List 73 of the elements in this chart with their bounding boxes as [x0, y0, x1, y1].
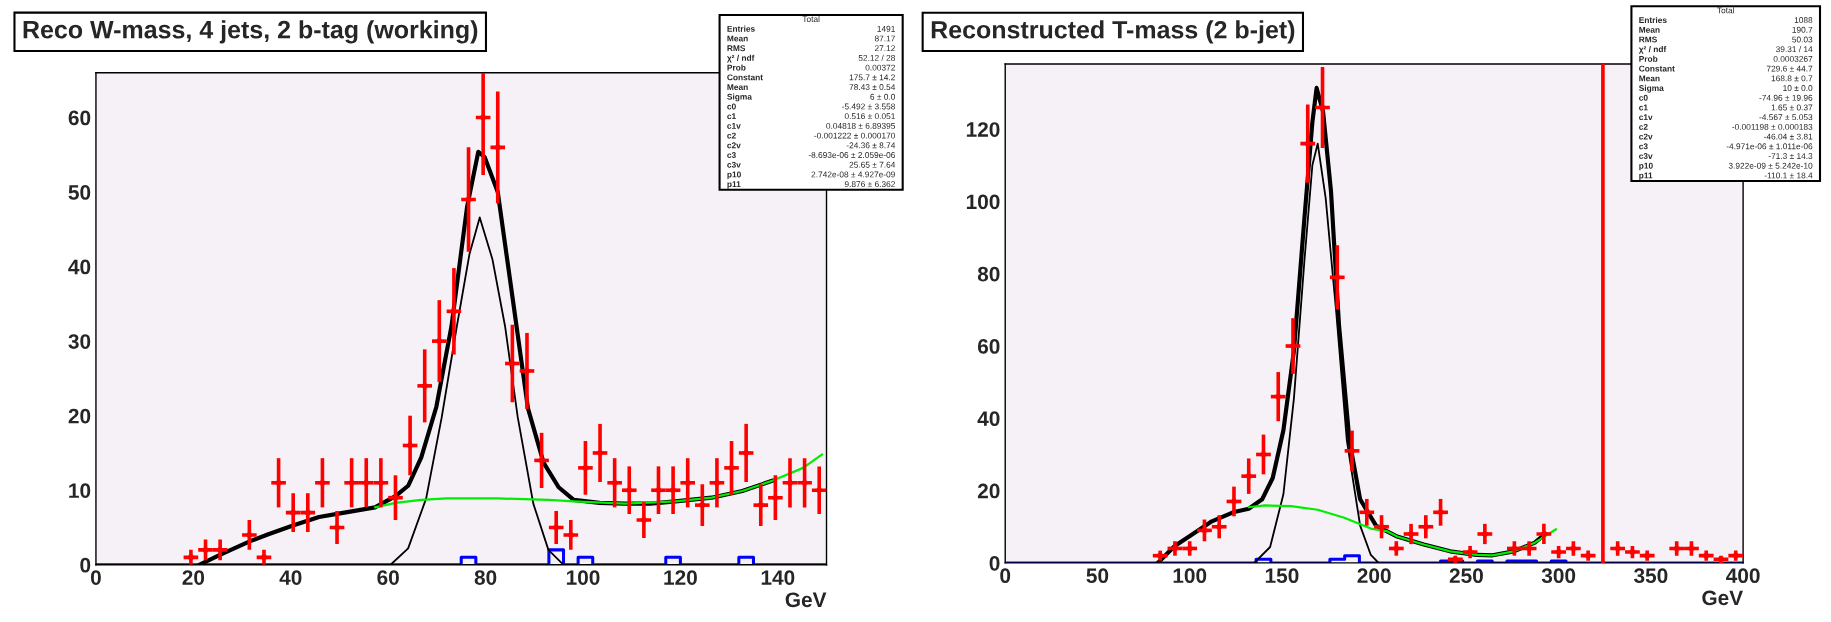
text: Entries 1491: [727, 25, 895, 32]
x-axis-title: GeV: [785, 592, 827, 608]
x-tick-label: 400: [1726, 568, 1760, 584]
x-tick-label: 250: [1449, 568, 1483, 584]
y-tick-label: 40: [977, 411, 1000, 427]
text: Constant 175.7 ± 14.2: [727, 74, 895, 81]
x-tick-label: 80: [474, 570, 497, 585]
y-tick-label: 80: [977, 266, 1000, 282]
y-tick-label: 10: [69, 483, 91, 498]
x-tick-label: 60: [377, 570, 399, 585]
y-tick-label: 50: [68, 185, 91, 200]
x-tick-label: 140: [761, 570, 795, 585]
text: c3v 25.65 ± 7.64: [727, 161, 896, 168]
y-tick-label: 100: [966, 194, 1000, 210]
x-tick-label: 0: [1000, 568, 1011, 584]
text: c1v -4.567 ± 5.053: [1639, 114, 1813, 121]
x-tick-label: 0: [90, 570, 101, 585]
x-tick-label: 200: [1357, 568, 1391, 584]
text: Entries 1088: [1639, 16, 1813, 24]
y-tick-label: 40: [68, 259, 91, 275]
text: Mean 190.7: [1639, 26, 1813, 33]
text: c0 -74.96 ± 19.96: [1639, 94, 1813, 101]
y-tick-label: 0: [989, 555, 1000, 571]
y-tick-label: 20: [68, 408, 91, 424]
text: RMS 27.12: [727, 45, 895, 52]
x-tick-label: 120: [664, 570, 697, 585]
text: Total: [1717, 7, 1734, 14]
text: Total: [802, 15, 820, 23]
text: χ² / ndf 39.31 / 14: [1638, 46, 1813, 54]
y-tick-label: 20: [977, 483, 1000, 499]
x-tick-label: 40: [279, 570, 302, 585]
x-tick-label: 100: [1173, 568, 1207, 584]
text: Mean 78.43 ± 0.54: [727, 84, 896, 90]
x-tick-label: 20: [182, 570, 205, 585]
text: Sigma 6 ± 0.0: [727, 93, 896, 102]
y-tick-label: 0: [80, 557, 91, 573]
chart-title: Reconstructed T-mass (2 b-jet): [931, 20, 1295, 44]
text: p11 -110.1 ± 18.4: [1639, 172, 1813, 181]
text: c2v -46.04 ± 3.81: [1639, 133, 1813, 140]
text: p10 3.922e-09 ± 5.242e-10: [1639, 162, 1813, 171]
text: c1 0.516 ± 0.051: [727, 113, 895, 120]
x-tick-label: 350: [1633, 568, 1668, 584]
text: c3 -8.693e-06 ± 2.059e-06: [727, 152, 895, 158]
text: χ² / ndf 52.12 / 28: [726, 54, 895, 63]
text: Mean 87.17: [727, 35, 895, 42]
chart-title: Reco W-mass, 4 jets, 2 b-tag (working): [23, 20, 478, 44]
text: Prob 0.0003267: [1639, 55, 1813, 62]
text: Constant 729.6 ± 44.7: [1639, 65, 1813, 72]
text: Prob 0.00372: [727, 64, 895, 71]
y-tick-label: 30: [68, 334, 91, 349]
y-tick-label: 60: [977, 339, 1000, 354]
x-tick-label: 150: [1265, 568, 1299, 584]
line-series: [1247, 504, 1558, 557]
text: Mean 168.8 ± 0.7: [1639, 75, 1813, 82]
y-tick-label: 60: [68, 110, 91, 126]
text: c3v -71.3 ± 14.3: [1639, 153, 1813, 159]
text: c0 -5.492 ± 3.558: [727, 103, 895, 110]
y-tick-label: 120: [966, 122, 1000, 137]
text: c1 1.65 ± 0.37: [1639, 104, 1813, 111]
text: c1v 0.04818 ± 6.89395: [727, 122, 896, 129]
x-tick-label: 50: [1086, 568, 1109, 584]
x-tick-label: 300: [1541, 568, 1576, 584]
text: Sigma 10 ± 0.0: [1638, 84, 1813, 93]
x-axis-title: GeV: [1702, 590, 1743, 606]
text: c3 -4.971e-06 ± 1.011e-06: [1639, 143, 1813, 150]
text: c2 -0.001222 ± 0.000170: [727, 132, 896, 139]
text: c2v -24.36 ± 8.74: [727, 142, 896, 149]
text: p11 9.876 ± 6.362: [727, 181, 895, 189]
text: p10 2.742e-08 ± 4.927e-09: [727, 171, 895, 180]
x-tick-label: 100: [566, 570, 600, 585]
text: c2 -0.001198 ± 0.000183: [1639, 123, 1813, 130]
line-series: [373, 453, 824, 509]
text: RMS 50.03: [1639, 36, 1813, 43]
